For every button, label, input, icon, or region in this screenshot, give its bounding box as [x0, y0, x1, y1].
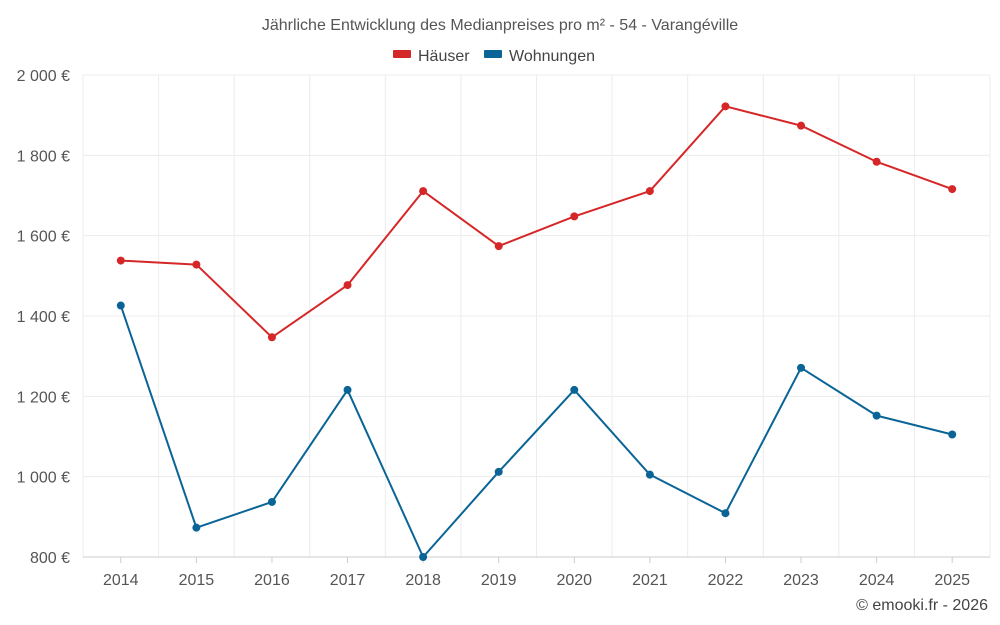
data-point-wohnungen[interactable] [419, 553, 428, 561]
x-tick-label: 2020 [556, 572, 592, 589]
data-point-wohnungen[interactable] [872, 411, 881, 420]
x-tick-label: 2021 [632, 572, 668, 589]
x-tick-label: 2022 [708, 572, 744, 589]
data-point-haeuser[interactable] [343, 281, 352, 290]
chart-title: Jährliche Entwicklung des Medianpreises … [262, 17, 738, 34]
x-tick-label: 2015 [179, 572, 215, 589]
legend-swatch-wohnungen [484, 50, 502, 58]
legend: Häuser Wohnungen [393, 48, 595, 65]
data-point-haeuser[interactable] [721, 102, 730, 111]
data-point-haeuser[interactable] [872, 157, 881, 166]
grid [82, 74, 991, 558]
data-point-haeuser[interactable] [948, 185, 957, 194]
legend-label-wohnungen: Wohnungen [509, 48, 595, 65]
y-tick-label: 1 200 € [17, 389, 70, 406]
series-haeuser [116, 102, 957, 342]
x-tick-label: 2017 [330, 572, 366, 589]
data-point-haeuser[interactable] [267, 333, 276, 342]
data-point-wohnungen[interactable] [267, 497, 276, 506]
x-axis: 2014 2015 2016 2017 2018 2019 2020 2021 2022 2023… [83, 556, 990, 589]
data-point-wohnungen[interactable] [494, 467, 503, 476]
y-tick-label: 800 € [30, 550, 70, 567]
x-tick-label: 2018 [405, 572, 441, 589]
y-axis: 800 € 1 000 € 1 200 € 1 400 € 1 600 € 1 800 €… [17, 68, 70, 567]
series [116, 102, 957, 561]
data-point-wohnungen[interactable] [645, 470, 654, 479]
y-tick-label: 1 400 € [17, 309, 70, 326]
data-point-wohnungen[interactable] [192, 523, 201, 532]
series-line-wohnungen [119, 305, 953, 558]
data-point-haeuser[interactable] [494, 242, 503, 251]
x-tick-label: 2025 [934, 572, 970, 589]
data-point-haeuser[interactable] [797, 121, 806, 130]
credit-text: © emooki.fr - 2026 [856, 597, 988, 614]
x-tick-label: 2014 [103, 572, 139, 589]
data-point-haeuser[interactable] [192, 260, 201, 269]
data-point-wohnungen[interactable] [948, 430, 957, 439]
data-point-haeuser[interactable] [570, 212, 579, 221]
legend-item-wohnungen[interactable]: Wohnungen [484, 48, 595, 65]
data-point-haeuser[interactable] [419, 187, 428, 196]
data-point-wohnungen[interactable] [797, 363, 806, 372]
series-line-haeuser [120, 105, 953, 339]
data-point-haeuser[interactable] [116, 256, 125, 265]
y-tick-label: 2 000 € [17, 68, 70, 85]
data-point-wohnungen[interactable] [116, 301, 125, 310]
x-tick-label: 2024 [859, 572, 895, 589]
data-point-wohnungen[interactable] [343, 385, 352, 394]
legend-label-haeuser: Häuser [418, 48, 470, 65]
data-point-haeuser[interactable] [645, 187, 654, 196]
data-point-wohnungen[interactable] [570, 385, 579, 394]
x-tick-label: 2016 [254, 572, 290, 589]
y-tick-label: 1 000 € [17, 470, 70, 487]
data-point-wohnungen[interactable] [721, 509, 730, 518]
series-wohnungen [116, 301, 957, 561]
legend-item-haeuser[interactable]: Häuser [393, 48, 470, 65]
y-tick-label: 1 600 € [17, 229, 70, 246]
legend-swatch-haeuser [393, 50, 411, 58]
y-tick-label: 1 800 € [17, 148, 70, 165]
x-tick-label: 2019 [481, 572, 517, 589]
x-tick-label: 2023 [783, 572, 819, 589]
